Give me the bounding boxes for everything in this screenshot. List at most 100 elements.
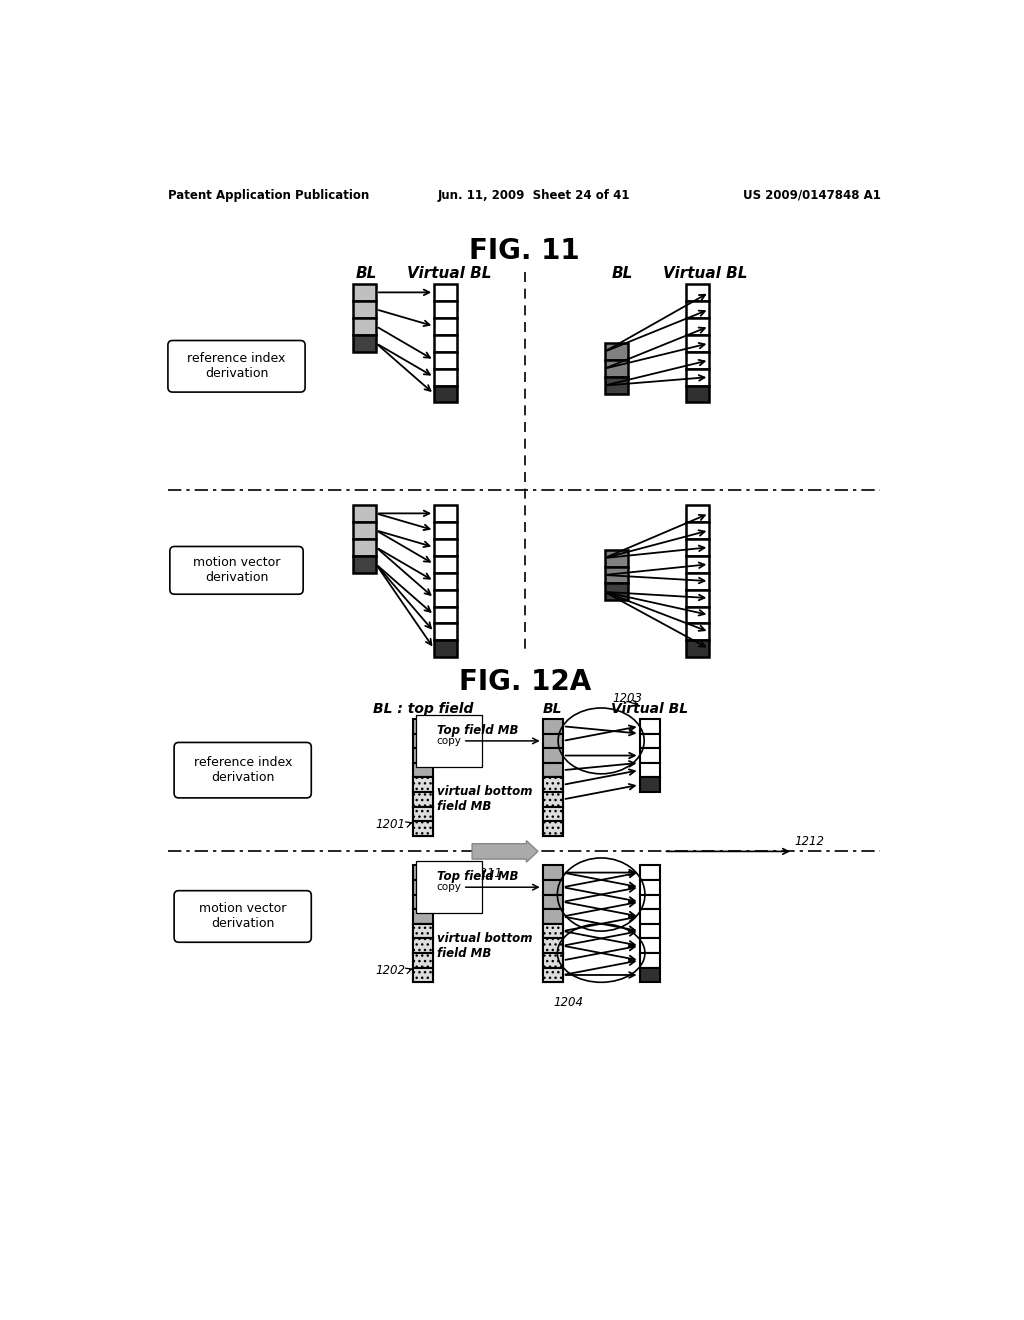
Bar <box>543 909 563 924</box>
Text: Top field MB: Top field MB <box>437 723 519 737</box>
Bar <box>640 734 659 748</box>
Bar <box>414 924 433 939</box>
Bar <box>414 807 433 821</box>
Bar <box>543 792 563 807</box>
Bar <box>686 539 710 556</box>
Bar <box>414 748 433 763</box>
Bar <box>686 368 710 385</box>
Text: virtual bottom
field MB: virtual bottom field MB <box>437 785 532 813</box>
Text: US 2009/0147848 A1: US 2009/0147848 A1 <box>743 189 882 202</box>
Text: Virtual BL: Virtual BL <box>408 267 492 281</box>
Bar <box>543 807 563 821</box>
Bar <box>686 640 710 657</box>
Text: BL: BL <box>356 267 378 281</box>
Bar <box>434 573 458 590</box>
Bar <box>640 880 659 895</box>
Text: BL: BL <box>543 702 562 715</box>
Bar <box>640 968 659 982</box>
Bar <box>352 301 376 318</box>
Text: Virtual BL: Virtual BL <box>664 267 748 281</box>
Bar <box>434 623 458 640</box>
Text: Virtual BL: Virtual BL <box>611 702 688 715</box>
Bar <box>352 556 376 573</box>
Bar <box>543 953 563 968</box>
Bar <box>414 734 433 748</box>
Bar <box>604 549 628 566</box>
Bar <box>543 968 563 982</box>
Bar <box>686 284 710 301</box>
Bar <box>352 539 376 556</box>
Bar <box>414 953 433 968</box>
Bar <box>543 763 563 777</box>
Bar <box>352 335 376 351</box>
Bar <box>640 866 659 880</box>
Bar <box>414 909 433 924</box>
Bar <box>414 968 433 982</box>
FancyArrow shape <box>472 841 538 862</box>
Bar <box>414 792 433 807</box>
Bar <box>414 953 433 968</box>
Bar <box>543 939 563 953</box>
Bar <box>414 939 433 953</box>
Bar <box>414 895 433 909</box>
Bar <box>434 368 458 385</box>
Bar <box>543 866 563 880</box>
Bar <box>414 821 433 836</box>
Bar <box>543 807 563 821</box>
Text: Jun. 11, 2009  Sheet 24 of 41: Jun. 11, 2009 Sheet 24 of 41 <box>438 189 631 202</box>
Bar <box>686 607 710 623</box>
Bar <box>543 821 563 836</box>
Bar <box>640 763 659 777</box>
Bar <box>604 343 628 360</box>
FancyBboxPatch shape <box>168 341 305 392</box>
Bar <box>640 895 659 909</box>
Bar <box>434 607 458 623</box>
Bar <box>414 807 433 821</box>
Text: motion vector
derivation: motion vector derivation <box>199 903 287 931</box>
Text: FIG. 12A: FIG. 12A <box>459 668 591 696</box>
Text: 1204: 1204 <box>553 995 584 1008</box>
Bar <box>414 821 433 836</box>
Bar <box>434 385 458 403</box>
Bar <box>414 968 433 982</box>
Bar <box>686 318 710 335</box>
Text: BL : top field: BL : top field <box>373 702 473 715</box>
Bar <box>640 909 659 924</box>
Bar <box>543 895 563 909</box>
Bar <box>352 318 376 335</box>
Bar <box>640 953 659 968</box>
Bar <box>352 284 376 301</box>
Bar <box>434 506 458 521</box>
Bar <box>686 521 710 539</box>
Bar <box>414 792 433 807</box>
Bar <box>604 360 628 378</box>
Bar <box>414 763 433 777</box>
Text: Patent Application Publication: Patent Application Publication <box>168 189 370 202</box>
Bar <box>434 539 458 556</box>
Bar <box>640 719 659 734</box>
Text: 1212: 1212 <box>795 834 824 847</box>
Bar <box>543 777 563 792</box>
Bar <box>434 301 458 318</box>
Bar <box>686 351 710 368</box>
Bar <box>434 521 458 539</box>
Bar <box>352 521 376 539</box>
Text: 1202: 1202 <box>376 964 406 977</box>
Bar <box>543 953 563 968</box>
Bar <box>543 748 563 763</box>
Text: copy: copy <box>436 737 461 746</box>
Bar <box>434 335 458 351</box>
Bar <box>543 880 563 895</box>
Bar <box>434 351 458 368</box>
Text: copy: copy <box>436 882 461 892</box>
Bar <box>414 866 433 880</box>
Text: reference index
derivation: reference index derivation <box>187 352 286 380</box>
Bar <box>543 939 563 953</box>
Bar <box>686 573 710 590</box>
Text: motion vector
derivation: motion vector derivation <box>193 556 281 585</box>
Bar <box>640 939 659 953</box>
Bar <box>604 378 628 393</box>
Text: 1203: 1203 <box>612 693 642 705</box>
Bar <box>686 623 710 640</box>
Bar <box>414 719 433 734</box>
